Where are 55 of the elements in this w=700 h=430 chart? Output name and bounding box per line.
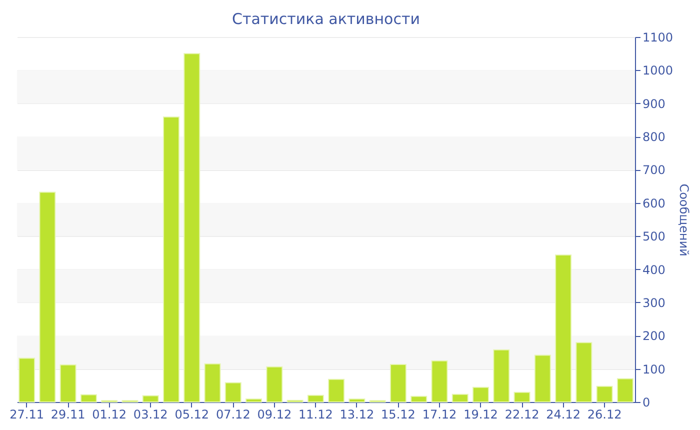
x-tick-label: 03.12 [133,408,168,422]
x-tick-label: 13.12 [340,408,374,422]
x-tick-label: 26.12 [587,408,622,422]
y-tick-label: 300 [642,296,666,310]
bar [184,53,200,402]
bar [224,382,242,402]
x-tick-label: 09.12 [257,408,292,422]
y-tick-label: 1000 [642,64,674,78]
y-tick-label: 600 [642,196,666,210]
bar [246,398,262,402]
x-tick-label: 19.12 [464,408,498,422]
bar [452,394,468,402]
bar [39,192,56,402]
y-tick-label: 1100 [642,30,674,44]
bar [596,386,613,402]
bar [163,116,180,402]
y-tick-label: 800 [642,130,666,144]
bar [472,386,489,402]
x-tick-label: 27.11 [10,408,44,422]
x-tick-label: 01.12 [92,408,127,422]
bar [307,394,324,402]
bar [142,395,159,402]
bar [555,254,572,402]
y-tick-label: 700 [642,163,666,178]
x-tick-label: 05.12 [174,408,210,422]
bar [410,396,428,402]
x-tick-label: 15.12 [381,408,416,422]
x-tick-label: 11.12 [298,408,333,422]
x-tick-label: 29.11 [50,408,86,422]
bar [514,392,530,402]
bar [348,398,366,402]
bar [534,354,551,402]
y-tick-label: 100 [642,362,666,376]
bar [616,378,634,402]
y-tick-label: 400 [642,262,666,277]
bar [204,363,221,402]
y-tick-label: 500 [642,230,666,244]
bar [493,349,510,402]
y-axis-title: Сообщений [677,184,692,256]
bar [266,366,283,402]
y-tick-label: 0 [642,396,650,410]
bar [431,360,448,402]
y-tick-label: 200 [642,329,666,344]
bar [576,342,592,402]
chart-title: Статистика активности [232,10,420,28]
bar [18,358,36,402]
bar [60,364,76,402]
x-tick-label: 07.12 [216,408,250,422]
bar [80,394,97,402]
x-tick-label: 22.12 [504,408,540,422]
bar [390,364,406,402]
x-tick-label: 17.12 [422,408,457,422]
y-tick-label: 900 [642,96,666,111]
x-tick-label: 24.12 [546,408,580,422]
bar [328,378,345,402]
